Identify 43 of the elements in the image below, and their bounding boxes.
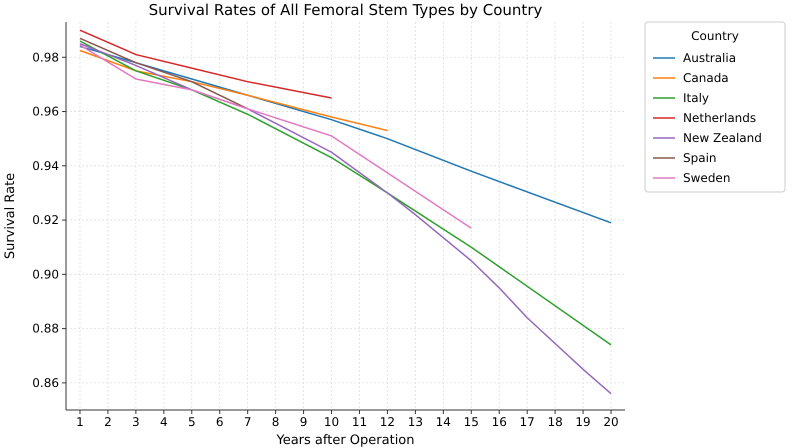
x-tick-label: 16 xyxy=(492,415,507,429)
line-series xyxy=(79,29,332,99)
x-tick-label: 2 xyxy=(104,415,112,429)
x-tick-label: 6 xyxy=(216,415,224,429)
line-series xyxy=(79,50,388,132)
y-tick-label: 0.92 xyxy=(32,213,59,228)
x-axis-title: Years after Operation xyxy=(275,433,415,448)
x-tick-label: 9 xyxy=(300,415,308,429)
legend-label: Australia xyxy=(683,51,736,65)
x-tick-label: 7 xyxy=(244,415,252,429)
x-tick-label: 17 xyxy=(520,415,535,429)
y-tick-label: 0.96 xyxy=(32,104,59,119)
x-tick-label: 14 xyxy=(436,415,451,429)
x-tick-label: 5 xyxy=(188,415,196,429)
x-tick-label: 8 xyxy=(272,415,280,429)
legend-label: Canada xyxy=(683,71,729,85)
x-tick-label: 15 xyxy=(464,415,479,429)
legend-label: New Zealand xyxy=(683,131,762,145)
legend-label: Spain xyxy=(683,151,717,165)
y-tick-label: 0.88 xyxy=(32,322,59,336)
x-tick-label: 10 xyxy=(324,415,340,429)
legend-label: Sweden xyxy=(683,171,730,185)
line-series xyxy=(79,44,472,229)
y-tick-label: 0.86 xyxy=(32,376,59,390)
y-axis-title: Survival Rate xyxy=(3,172,18,260)
x-tick-label: 1 xyxy=(76,415,84,429)
x-tick-label: 11 xyxy=(352,415,368,429)
chart-title: Survival Rates of All Femoral Stem Types by Country xyxy=(148,1,542,19)
legend-label: Italy xyxy=(683,91,710,105)
y-tick-label: 0.90 xyxy=(32,267,59,282)
y-tick-label: 0.94 xyxy=(32,158,59,173)
x-tick-label: 4 xyxy=(160,415,168,429)
x-tick-label: 3 xyxy=(132,415,140,429)
x-tick-label: 18 xyxy=(547,415,563,429)
legend-title: Country xyxy=(691,29,739,43)
x-tick-label: 13 xyxy=(408,415,424,429)
y-tick-label: 0.98 xyxy=(32,50,59,64)
x-tick-label: 20 xyxy=(603,415,619,429)
legend-label: Netherlands xyxy=(683,111,756,125)
x-tick-label: 19 xyxy=(575,415,591,429)
x-tick-label: 12 xyxy=(380,415,396,429)
line-series xyxy=(79,38,248,110)
line-series xyxy=(79,46,612,224)
